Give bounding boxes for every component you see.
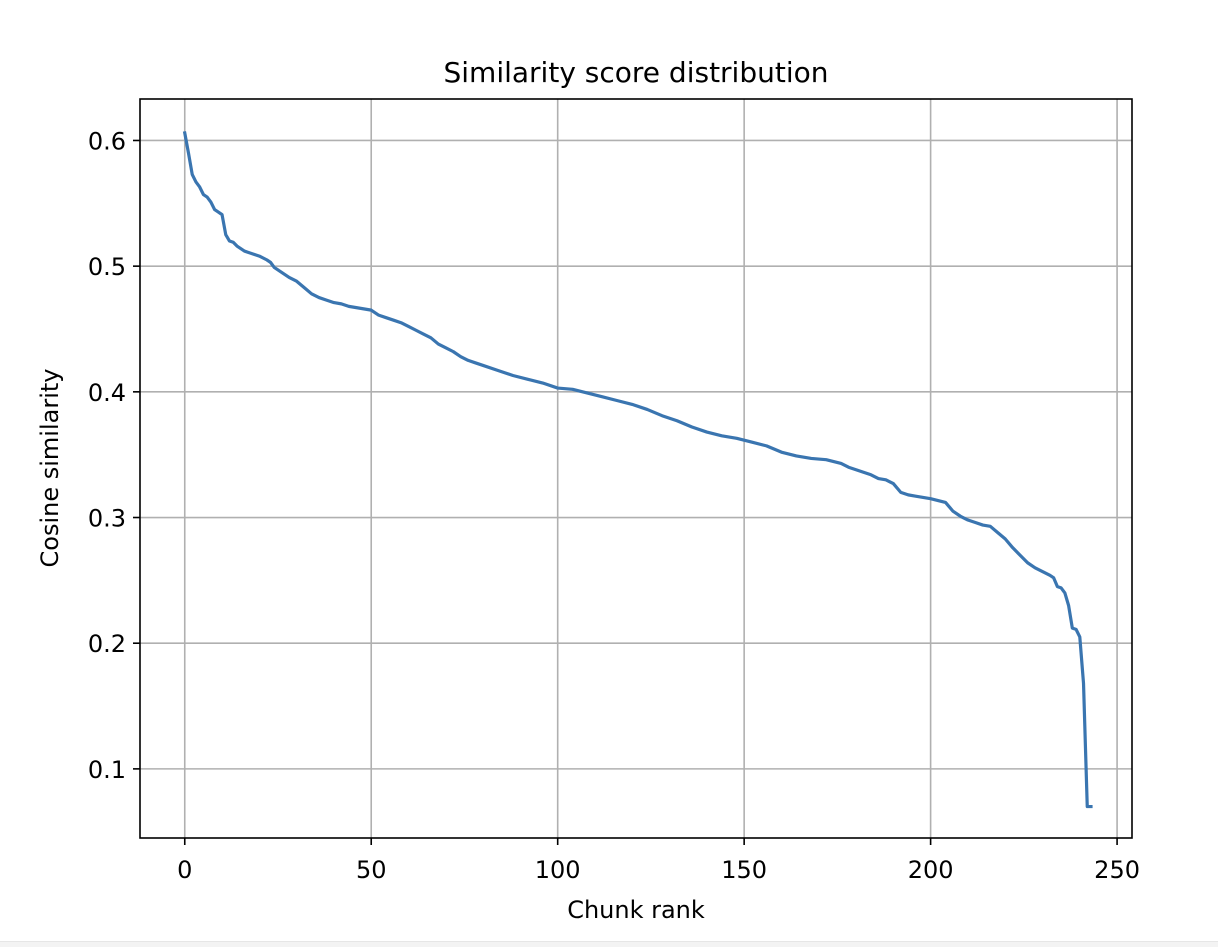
- y-tick-label: 0.1: [88, 756, 126, 784]
- y-tick-label: 0.3: [88, 505, 126, 533]
- grid-lines: [140, 99, 1132, 838]
- axes-frame: [139, 98, 1133, 839]
- axis-ticks: 0 50 100 150 200 250 0.1 0.2 0.3 0.4 0.5 0.6: [88, 127, 1140, 884]
- y-tick-label: 0.2: [88, 630, 126, 658]
- x-tick-label: 200: [908, 856, 954, 884]
- x-tick-label: 0: [177, 856, 192, 884]
- x-tick-label: 50: [356, 856, 387, 884]
- similarity-series-line: [182, 131, 1093, 809]
- series-layer: [182, 131, 1093, 809]
- y-tick-label: 0.5: [88, 253, 126, 281]
- y-axis-label: Cosine similarity: [36, 369, 64, 568]
- x-axis-label: Chunk rank: [567, 896, 705, 924]
- y-tick-label: 0.4: [88, 379, 126, 407]
- y-tick-label: 0.6: [88, 127, 126, 155]
- x-tick-label: 150: [721, 856, 767, 884]
- x-tick-label: 250: [1094, 856, 1140, 884]
- x-tick-label: 100: [535, 856, 581, 884]
- chart-title: Similarity score distribution: [444, 56, 829, 89]
- bottom-border-strip: [0, 941, 1218, 947]
